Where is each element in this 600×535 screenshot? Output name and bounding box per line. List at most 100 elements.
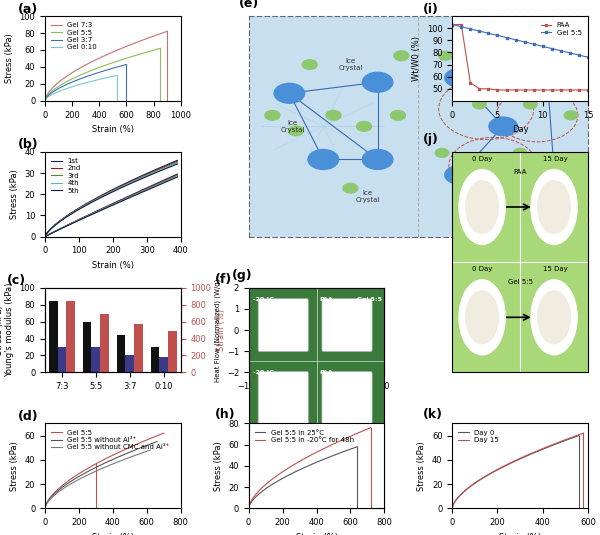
PAA bbox=[548, 87, 556, 93]
Gel 5:5 in -20°C for 48h bbox=[245, 505, 252, 511]
Y-axis label: Stress (kPa): Stress (kPa) bbox=[10, 441, 19, 491]
Circle shape bbox=[326, 111, 341, 120]
Gel 5:5 bbox=[575, 52, 583, 58]
Circle shape bbox=[531, 280, 577, 355]
Gel 5:5 without Al³⁺ bbox=[110, 456, 117, 462]
Gel 7:3 bbox=[41, 98, 49, 104]
Circle shape bbox=[512, 170, 529, 180]
PAA bbox=[521, 87, 528, 93]
Gel 5:5 in 25°C bbox=[353, 444, 361, 450]
Gel 5:5 bbox=[149, 434, 156, 441]
5th bbox=[120, 184, 127, 190]
3:7 bbox=[351, 330, 358, 337]
Y-axis label: Stress (kPa): Stress (kPa) bbox=[214, 441, 223, 491]
Line: 0:10: 0:10 bbox=[248, 304, 385, 355]
4th bbox=[153, 169, 160, 175]
Circle shape bbox=[435, 148, 449, 157]
3:7 bbox=[319, 298, 326, 304]
0:10 bbox=[317, 301, 325, 308]
Text: (b): (b) bbox=[18, 139, 38, 151]
Gel 3:7 bbox=[90, 71, 97, 78]
Y-axis label: Strain (%): Strain (%) bbox=[217, 309, 226, 351]
FancyBboxPatch shape bbox=[258, 299, 308, 351]
7:3 bbox=[305, 328, 312, 334]
2nd bbox=[153, 167, 160, 173]
3rd bbox=[41, 233, 49, 240]
Circle shape bbox=[486, 184, 500, 193]
Gel 5:5 bbox=[530, 41, 538, 48]
Gel 3:7 bbox=[123, 61, 130, 67]
Gel 5:5 without Al³⁺ bbox=[143, 442, 150, 449]
0:10 bbox=[333, 352, 340, 358]
FancyBboxPatch shape bbox=[322, 299, 372, 351]
PAA bbox=[305, 327, 312, 333]
5th bbox=[153, 169, 160, 175]
Gel 5:5 in 25°C bbox=[311, 460, 319, 466]
Text: Cooling process: Cooling process bbox=[288, 310, 338, 315]
Line: 2nd: 2nd bbox=[45, 161, 178, 236]
PAA bbox=[245, 327, 252, 333]
Line: Gel 5:5 without CMC and Al³⁺: Gel 5:5 without CMC and Al³⁺ bbox=[45, 450, 150, 508]
Gel 3:7 bbox=[41, 96, 49, 103]
7:3 bbox=[259, 328, 266, 334]
Gel 5:5 in -20°C for 48h bbox=[320, 446, 327, 452]
Line: Day 0: Day 0 bbox=[452, 435, 579, 508]
PAA bbox=[476, 86, 483, 92]
1st bbox=[153, 166, 160, 172]
Y-axis label: Wt/W0 (%): Wt/W0 (%) bbox=[412, 36, 421, 81]
Gel 5:5 without CMC and Al³⁺ bbox=[42, 503, 49, 510]
Gel 0:10 bbox=[41, 98, 49, 104]
0:10 bbox=[353, 331, 361, 338]
7:3 bbox=[245, 328, 252, 334]
Circle shape bbox=[308, 150, 338, 170]
5:5 bbox=[305, 329, 312, 335]
Gel 5:5 bbox=[449, 21, 456, 28]
Bar bbox=[58, 347, 67, 372]
Gel 0:10 bbox=[84, 79, 91, 86]
Line: 3:7: 3:7 bbox=[248, 301, 385, 355]
PAA bbox=[449, 21, 456, 28]
PAA bbox=[566, 87, 574, 93]
Gel 5:5 bbox=[557, 48, 565, 54]
1st bbox=[120, 181, 127, 188]
Gel 5:5 bbox=[142, 438, 149, 444]
Gel 0:10 bbox=[84, 79, 91, 86]
Text: (d): (d) bbox=[18, 410, 38, 423]
Line: Gel 7:3: Gel 7:3 bbox=[45, 32, 167, 101]
4th bbox=[122, 182, 130, 188]
Gel 3:7 bbox=[91, 71, 98, 77]
Day 15 bbox=[527, 450, 534, 457]
Day 0 bbox=[449, 505, 456, 511]
Line: 4th: 4th bbox=[45, 163, 178, 236]
Circle shape bbox=[466, 291, 499, 344]
3rd bbox=[120, 182, 127, 189]
Y-axis label: Stress (kPa): Stress (kPa) bbox=[10, 170, 19, 219]
Gel 5:5 without CMC and Al³⁺ bbox=[104, 463, 111, 469]
Text: PAA: PAA bbox=[319, 370, 333, 374]
5:5 bbox=[381, 329, 388, 335]
Text: (j): (j) bbox=[422, 133, 438, 146]
Bar bbox=[49, 301, 58, 372]
Y-axis label: Heat Flow (Normalized) (W/g): Heat Flow (Normalized) (W/g) bbox=[215, 278, 221, 382]
2nd bbox=[161, 163, 169, 170]
Circle shape bbox=[473, 100, 486, 109]
Legend: Gel 7:3, Gel 5:5, Gel 3:7, Gel 0:10: Gel 7:3, Gel 5:5, Gel 3:7, Gel 0:10 bbox=[49, 19, 100, 54]
Legend: Gel 5:5, Gel 5:5 without Al³⁺, Gel 5:5 without CMC and Al³⁺: Gel 5:5, Gel 5:5 without Al³⁺, Gel 5:5 w… bbox=[49, 427, 172, 453]
Gel 5:5 without CMC and Al³⁺ bbox=[106, 462, 113, 469]
Gel 5:5 bbox=[42, 503, 49, 509]
X-axis label: Strain (%): Strain (%) bbox=[296, 532, 337, 535]
Text: -20 °C: -20 °C bbox=[253, 442, 274, 447]
Gel 0:10 bbox=[102, 75, 109, 81]
5th bbox=[122, 182, 130, 189]
Day 15 bbox=[568, 434, 575, 441]
Gel 5:5 bbox=[584, 54, 592, 60]
2nd bbox=[42, 232, 49, 239]
PAA bbox=[338, 352, 345, 358]
Gel 5:5 bbox=[476, 28, 483, 34]
Legend: Day 0, Day 15: Day 0, Day 15 bbox=[456, 427, 502, 446]
Day 0 bbox=[524, 453, 531, 459]
Gel 7:3 bbox=[116, 46, 124, 52]
2nd bbox=[174, 158, 181, 164]
Gel 5:5 bbox=[548, 45, 556, 52]
Y-axis label: Stress (kPa): Stress (kPa) bbox=[418, 441, 427, 491]
